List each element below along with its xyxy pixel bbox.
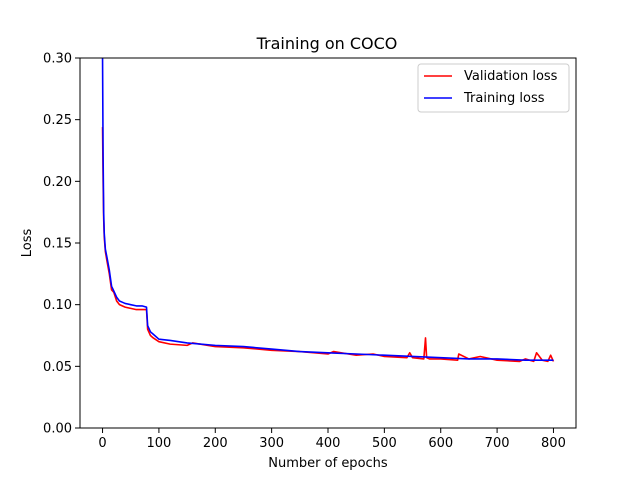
x-tick-label: 100 bbox=[146, 436, 171, 451]
plot-frame bbox=[79, 57, 577, 429]
legend-box bbox=[417, 63, 570, 113]
x-tick-label: 300 bbox=[259, 436, 284, 451]
y-tick-label: 0.15 bbox=[43, 237, 72, 252]
y-tick-label: 0.30 bbox=[43, 52, 72, 67]
training-loss-line bbox=[101, 58, 554, 361]
plot-series bbox=[101, 58, 555, 363]
y-tick-label: 0.10 bbox=[43, 298, 72, 313]
x-tick-label: 400 bbox=[316, 436, 341, 451]
x-tick-label: 200 bbox=[203, 436, 228, 451]
legend: Validation loss Training loss bbox=[417, 63, 570, 113]
x-axis: 0 100 200 300 400 500 600 700 800 bbox=[98, 428, 566, 451]
validation-loss-line bbox=[101, 127, 555, 363]
y-tick-label: 0.05 bbox=[43, 360, 72, 375]
x-tick-label: 800 bbox=[541, 436, 566, 451]
x-tick-label: 600 bbox=[428, 436, 453, 451]
y-axis-label: Loss bbox=[20, 229, 35, 258]
x-axis-label: Number of epochs bbox=[268, 456, 388, 471]
y-tick-label: 0.20 bbox=[43, 175, 72, 190]
x-tick-label: 0 bbox=[98, 436, 106, 451]
x-tick-label: 500 bbox=[372, 436, 397, 451]
x-tick-label: 700 bbox=[485, 436, 510, 451]
legend-label-validation: Validation loss bbox=[464, 69, 558, 84]
y-tick-label: 0.00 bbox=[43, 422, 72, 437]
chart-title: Training on COCO bbox=[256, 34, 398, 53]
legend-label-training: Training loss bbox=[463, 91, 545, 106]
y-axis: 0.00 0.05 0.10 0.15 0.20 0.25 0.30 bbox=[43, 52, 80, 437]
y-tick-label: 0.25 bbox=[43, 113, 72, 128]
